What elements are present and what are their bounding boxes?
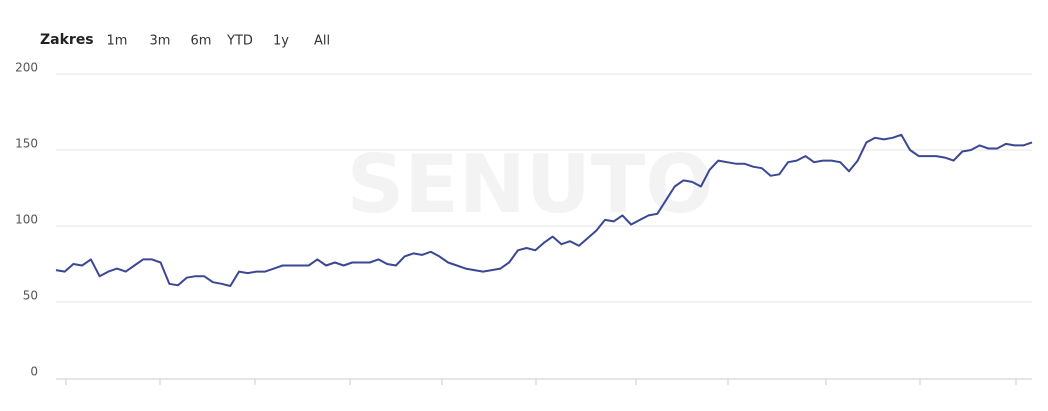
watermark: SENUTO bbox=[347, 138, 714, 231]
y-tick-label: 200 bbox=[15, 61, 38, 75]
range-button[interactable]: YTD bbox=[226, 34, 253, 49]
y-tick-label: 150 bbox=[15, 137, 38, 151]
y-tick-label: 50 bbox=[23, 289, 38, 303]
range-button[interactable]: 6m bbox=[191, 34, 212, 49]
x-axis bbox=[56, 378, 1032, 385]
range-button[interactable]: 3m bbox=[150, 34, 171, 49]
y-tick-label: 100 bbox=[15, 213, 38, 227]
range-button[interactable]: All bbox=[314, 34, 330, 49]
line-series bbox=[55, 133, 1033, 287]
range-label: Zakres bbox=[40, 32, 94, 48]
range-button[interactable]: 1m bbox=[107, 34, 128, 49]
range-button[interactable]: 1y bbox=[273, 34, 289, 49]
y-tick-label: 0 bbox=[30, 365, 38, 379]
